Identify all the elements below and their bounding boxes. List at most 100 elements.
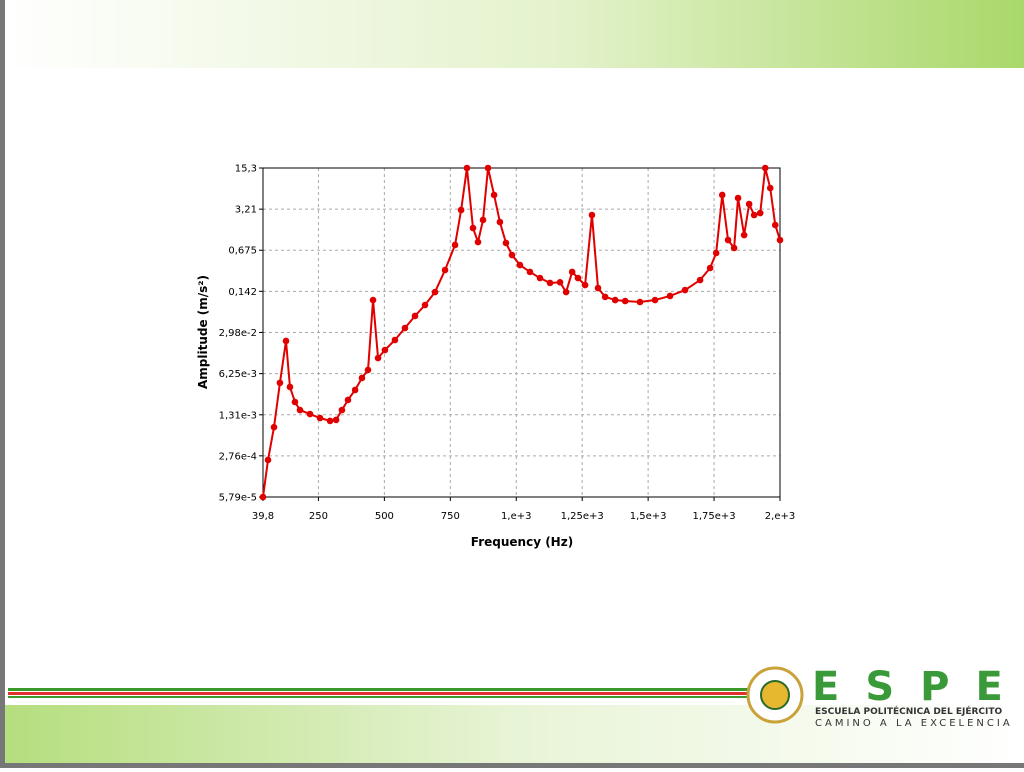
y-tick-label: 15,3 bbox=[235, 164, 257, 175]
y-tick-label: 3,21 bbox=[235, 205, 257, 216]
data-point bbox=[306, 410, 314, 418]
data-point bbox=[562, 288, 570, 296]
data-point bbox=[718, 191, 726, 199]
x-tick-label: 1,5e+3 bbox=[630, 511, 667, 522]
data-point bbox=[740, 231, 748, 239]
data-point bbox=[761, 164, 769, 172]
data-point bbox=[502, 239, 510, 247]
data-point bbox=[479, 216, 487, 224]
data-point bbox=[291, 398, 299, 406]
x-tick-label: 500 bbox=[375, 511, 394, 522]
logo-motto: CAMINO A LA EXCELENCIA bbox=[815, 718, 1013, 729]
data-point bbox=[326, 417, 334, 425]
y-tick-label: 0,142 bbox=[228, 287, 257, 298]
data-point bbox=[666, 292, 674, 300]
data-point bbox=[338, 406, 346, 414]
data-point bbox=[431, 288, 439, 296]
data-point bbox=[724, 236, 732, 244]
data-point bbox=[706, 264, 714, 272]
stripe-green bbox=[8, 696, 748, 698]
left-border bbox=[0, 0, 5, 768]
data-point bbox=[516, 261, 524, 269]
data-point bbox=[536, 274, 544, 282]
data-point bbox=[457, 206, 465, 214]
x-tick-label: 2,e+3 bbox=[765, 511, 795, 522]
x-tick-label: 1,e+3 bbox=[501, 511, 531, 522]
seal-center bbox=[760, 680, 790, 710]
data-point bbox=[358, 374, 366, 382]
data-point bbox=[259, 493, 267, 501]
data-point bbox=[696, 276, 704, 284]
data-point bbox=[490, 191, 498, 199]
data-point bbox=[574, 274, 582, 282]
x-tick-label: 750 bbox=[441, 511, 460, 522]
data-point bbox=[766, 184, 774, 192]
y-tick-label: 0,675 bbox=[228, 246, 257, 257]
data-point bbox=[286, 383, 294, 391]
bottom-border bbox=[0, 763, 1024, 768]
data-point bbox=[771, 221, 779, 229]
data-point bbox=[581, 281, 589, 289]
x-tick-label: 39,8 bbox=[252, 511, 274, 522]
x-tick-label: 250 bbox=[309, 511, 328, 522]
y-tick-label: 5,79e-5 bbox=[219, 493, 257, 504]
data-point bbox=[556, 278, 564, 286]
data-point bbox=[474, 238, 482, 246]
data-point bbox=[496, 218, 504, 226]
y-tick-label: 1,31e-3 bbox=[219, 410, 257, 421]
data-point bbox=[588, 211, 596, 219]
data-point bbox=[484, 164, 492, 172]
data-point bbox=[270, 423, 278, 431]
y-tick-label: 6,25e-3 bbox=[219, 369, 257, 380]
data-point bbox=[351, 386, 359, 394]
data-point bbox=[282, 337, 290, 345]
data-point bbox=[712, 249, 720, 257]
data-point bbox=[421, 301, 429, 309]
data-point bbox=[776, 236, 784, 244]
y-tick-label: 2,98e-2 bbox=[219, 328, 257, 339]
top-band bbox=[0, 0, 1024, 68]
data-point bbox=[469, 224, 477, 232]
plot-frame bbox=[262, 167, 781, 498]
data-point bbox=[296, 406, 304, 414]
data-point bbox=[526, 268, 534, 276]
logo-school: ESCUELA POLITÉCNICA DEL EJÉRCITO bbox=[815, 705, 1002, 717]
data-point bbox=[636, 298, 644, 306]
data-point bbox=[411, 312, 419, 320]
data-point bbox=[316, 414, 324, 422]
data-point bbox=[750, 211, 758, 219]
data-point bbox=[568, 268, 576, 276]
data-point bbox=[681, 286, 689, 294]
data-point bbox=[601, 293, 609, 301]
x-axis-label: Frequency (Hz) bbox=[471, 535, 573, 549]
y-axis-label: Amplitude (m/s²) bbox=[196, 275, 210, 389]
data-point bbox=[276, 379, 284, 387]
x-tick-label: 1,25e+3 bbox=[561, 511, 604, 522]
stripe-green bbox=[8, 688, 748, 691]
data-point bbox=[546, 279, 554, 287]
data-point bbox=[369, 296, 377, 304]
data-point bbox=[463, 164, 471, 172]
stripe-red bbox=[8, 692, 748, 695]
data-point bbox=[364, 366, 372, 374]
data-point bbox=[594, 284, 602, 292]
data-point bbox=[756, 209, 764, 217]
data-point bbox=[734, 194, 742, 202]
data-point bbox=[381, 346, 389, 354]
data-point bbox=[508, 251, 516, 259]
y-tick-label: 2,76e-4 bbox=[219, 451, 257, 462]
data-point bbox=[611, 296, 619, 304]
data-point bbox=[441, 266, 449, 274]
bottom-band bbox=[5, 705, 1024, 763]
data-line bbox=[262, 167, 781, 498]
data-point bbox=[391, 336, 399, 344]
data-point bbox=[332, 416, 340, 424]
data-point bbox=[264, 456, 272, 464]
x-tick-label: 1,75e+3 bbox=[692, 511, 735, 522]
data-point bbox=[745, 200, 753, 208]
data-point bbox=[344, 396, 352, 404]
data-point bbox=[451, 241, 459, 249]
data-point bbox=[730, 244, 738, 252]
data-point bbox=[401, 324, 409, 332]
